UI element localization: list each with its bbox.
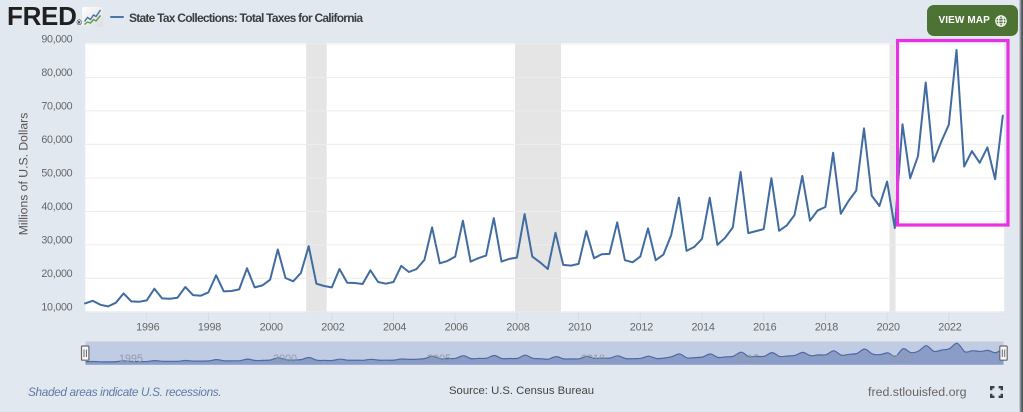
svg-text:50,000: 50,000 [41, 168, 72, 180]
svg-text:1998: 1998 [198, 322, 221, 334]
svg-text:2016: 2016 [753, 322, 776, 334]
svg-text:2008: 2008 [506, 322, 529, 334]
svg-text:2010: 2010 [581, 353, 605, 365]
svg-text:1996: 1996 [136, 322, 159, 334]
svg-text:2005: 2005 [427, 353, 451, 365]
svg-text:2020: 2020 [877, 322, 900, 334]
svg-text:2002: 2002 [321, 322, 344, 334]
svg-text:70,000: 70,000 [41, 101, 72, 113]
svg-text:20,000: 20,000 [41, 268, 72, 280]
svg-text:2014: 2014 [691, 322, 714, 334]
svg-text:2022: 2022 [938, 322, 961, 334]
svg-text:90,000: 90,000 [41, 34, 72, 46]
svg-text:60,000: 60,000 [41, 134, 72, 146]
svg-text:2015: 2015 [735, 353, 759, 365]
svg-text:40,000: 40,000 [41, 201, 72, 213]
svg-text:2020: 2020 [889, 353, 913, 365]
svg-text:2004: 2004 [383, 322, 406, 334]
svg-text:10,000: 10,000 [41, 302, 72, 314]
svg-text:2000: 2000 [273, 353, 297, 365]
svg-text:Millions of U.S. Dollars: Millions of U.S. Dollars [17, 113, 31, 236]
svg-text:30,000: 30,000 [41, 235, 72, 247]
svg-text:2006: 2006 [445, 322, 468, 334]
svg-text:2018: 2018 [815, 322, 838, 334]
svg-text:1995: 1995 [119, 353, 143, 365]
svg-text:2000: 2000 [260, 322, 283, 334]
svg-text:2012: 2012 [630, 322, 653, 334]
svg-text:2010: 2010 [568, 322, 591, 334]
svg-text:80,000: 80,000 [41, 67, 72, 79]
